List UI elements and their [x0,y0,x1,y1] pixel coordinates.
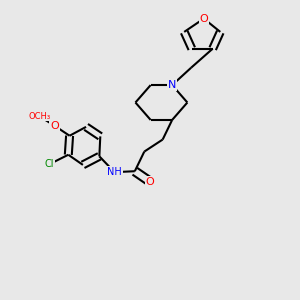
Text: O: O [50,121,59,130]
Text: NH: NH [107,167,122,177]
Text: N: N [168,80,176,90]
Text: O: O [146,177,154,187]
Text: OCH₃: OCH₃ [28,112,50,121]
Text: O: O [200,14,208,24]
Text: Cl: Cl [45,159,54,169]
